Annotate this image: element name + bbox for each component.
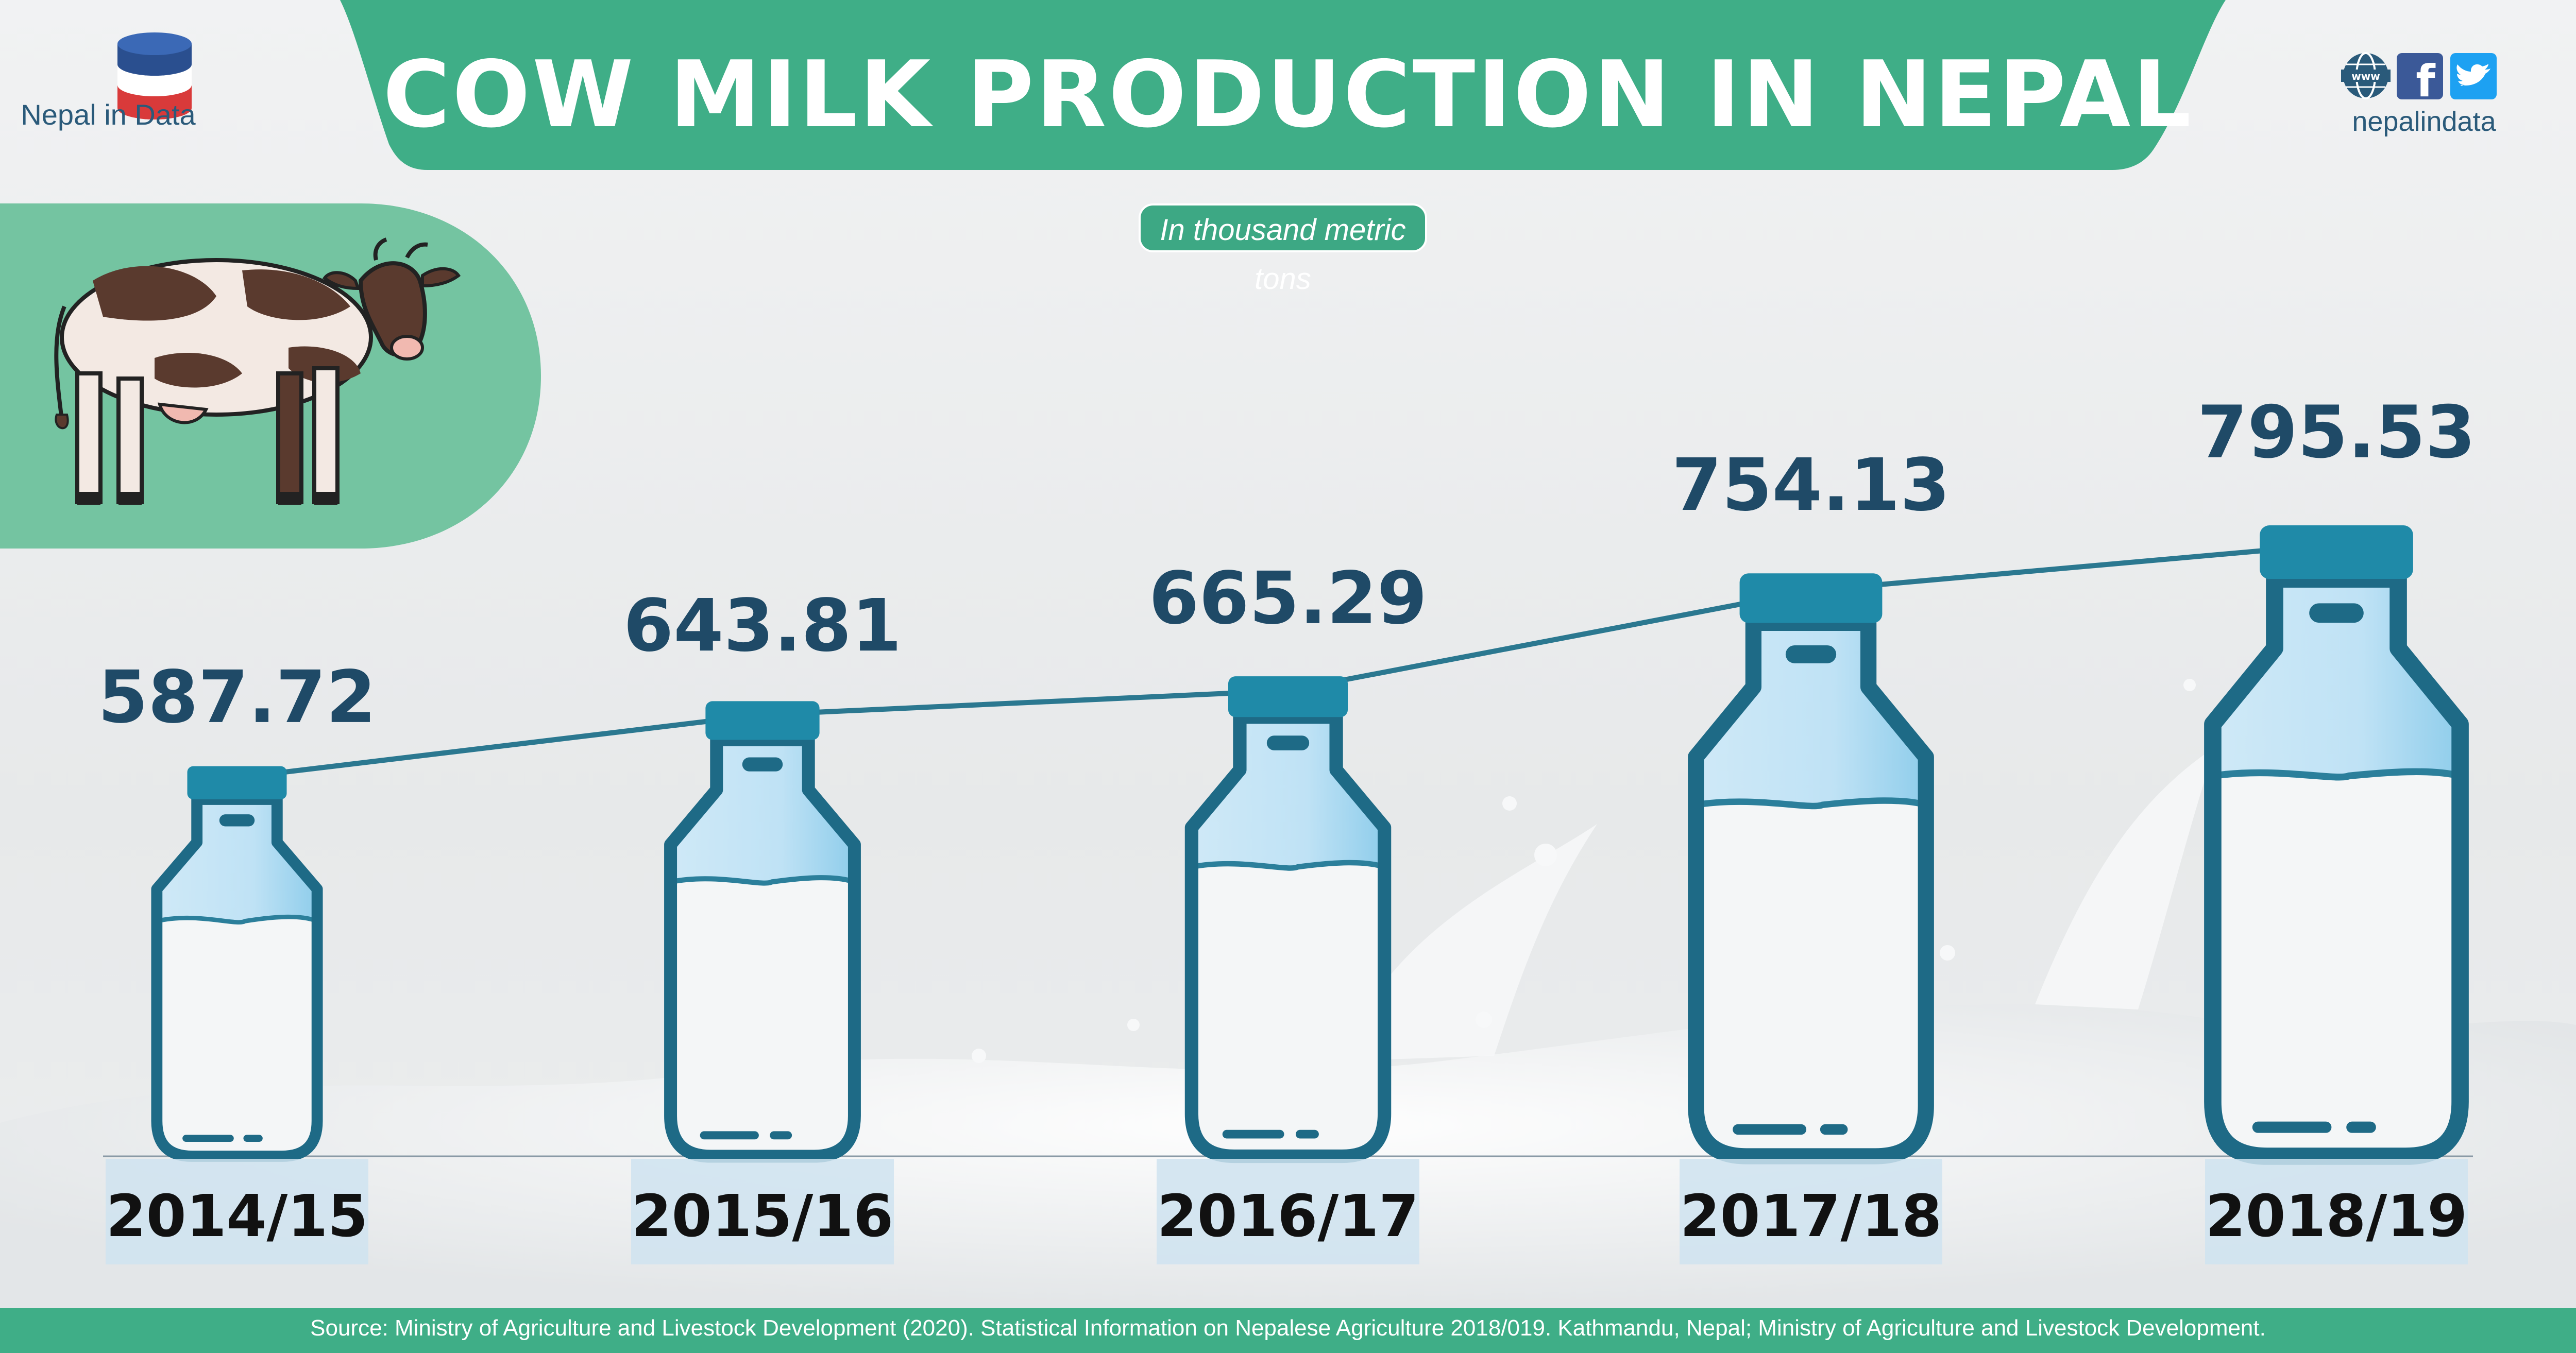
- bottle-mark: [1184, 676, 1392, 1163]
- brand-name: Nepal in Data: [21, 98, 196, 131]
- bottle-outline: [1184, 710, 1392, 1163]
- bottle-outline: [2204, 570, 2469, 1165]
- facebook-icon: f: [2397, 53, 2443, 107]
- milk-fill: [670, 878, 855, 1156]
- category-label: 2014/15: [106, 1183, 368, 1250]
- twitter-icon: [2450, 53, 2497, 99]
- social-icons: www f: [2341, 52, 2497, 107]
- bottle-cap: [187, 766, 287, 800]
- category-box: [631, 1159, 894, 1264]
- social-handle: nepalindata: [2352, 106, 2496, 137]
- bottle-outline: [1688, 614, 1934, 1164]
- nepal-in-data-logo: [117, 32, 192, 119]
- category-box: [106, 1159, 368, 1264]
- bottle-cap: [2260, 525, 2413, 579]
- unit-label: In thousand metric tons: [1139, 203, 1427, 296]
- category-label: 2018/19: [2206, 1183, 2467, 1250]
- svg-text:www: www: [2351, 70, 2380, 82]
- bottle-cap: [705, 701, 820, 740]
- bottle-mark: [2204, 525, 2469, 1165]
- page-title: COW MILK PRODUCTION IN NEPAL: [383, 41, 2193, 148]
- category-box: [1157, 1159, 1419, 1264]
- milk-fill: [157, 917, 317, 1156]
- category-label: 2016/17: [1157, 1183, 1419, 1250]
- source-note: Source: Ministry of Agriculture and Live…: [310, 1315, 2266, 1341]
- milk-stack-logo-icon: [117, 32, 192, 119]
- bottle-cap: [1228, 676, 1348, 717]
- svg-text:f: f: [2416, 56, 2436, 107]
- category-box: [2205, 1159, 2468, 1264]
- bottle-outline: [664, 733, 861, 1163]
- value-label: 587.72: [98, 656, 376, 740]
- title-banner: [340, 0, 2226, 170]
- value-label: 795.53: [2197, 391, 2476, 475]
- value-label: 754.13: [1672, 443, 1950, 527]
- footer-bar: [0, 1308, 2576, 1353]
- cow-panel: [0, 203, 541, 549]
- cow-illustration: [54, 237, 461, 505]
- milk-fill: [1191, 863, 1385, 1156]
- value-label: 643.81: [623, 584, 902, 668]
- category-box: [1680, 1159, 1942, 1264]
- category-label: 2015/16: [632, 1183, 893, 1250]
- value-label: 665.29: [1149, 557, 1427, 641]
- bottle-mark: [151, 766, 323, 1162]
- www-icon: www: [2341, 52, 2391, 99]
- bottle-cap: [1739, 573, 1883, 623]
- milk-fill: [2212, 772, 2461, 1156]
- bottle-mark: [664, 701, 861, 1163]
- bottle-outline: [151, 794, 323, 1162]
- category-label: 2017/18: [1680, 1183, 1942, 1250]
- milk-fill: [1696, 800, 1926, 1156]
- bottle-mark: [1688, 573, 1934, 1164]
